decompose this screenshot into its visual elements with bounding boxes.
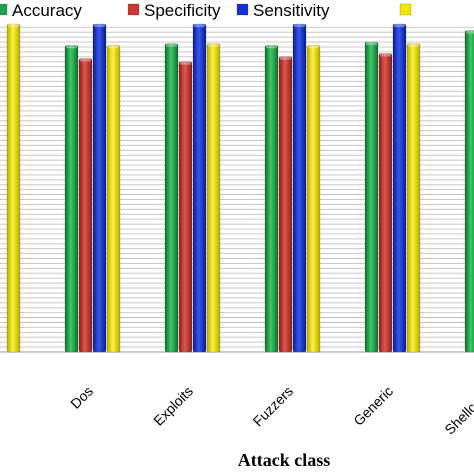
bar-specificity-exploits xyxy=(178,61,193,353)
legend-label: Sensitivity xyxy=(253,1,330,20)
bar-cap xyxy=(308,45,319,49)
bar-series-4-exploits xyxy=(206,43,221,353)
bar-cap xyxy=(294,24,305,27)
bar-cap xyxy=(66,45,77,49)
bar-specificity-fuzzers xyxy=(278,56,293,353)
bar-cap xyxy=(80,58,91,62)
bar-cap xyxy=(94,24,105,27)
bar-cap xyxy=(180,61,191,65)
legend-label: Accuracy xyxy=(12,1,82,20)
bar-cap xyxy=(408,43,419,47)
bar-sensitivity-generic xyxy=(392,23,407,353)
legend: Accuracy Specificity Sensitivity xyxy=(0,1,412,20)
bar-cap xyxy=(280,56,291,60)
bar-series-4-fuzzers xyxy=(306,45,321,353)
bar-accuracy-fuzzers xyxy=(264,45,279,353)
bar-accuracy-exploits xyxy=(164,43,179,353)
x-tick-label: Shellcode xyxy=(441,383,474,438)
bar-series-4-dos xyxy=(106,45,121,353)
bar-cap xyxy=(194,24,205,27)
bar-cap xyxy=(166,43,177,47)
x-tick-label: Exploits xyxy=(150,383,196,429)
bar-sensitivity-exploits xyxy=(192,23,207,353)
bar-sensitivity-dos xyxy=(92,23,107,353)
bar-accuracy-dos xyxy=(64,45,79,353)
bar-cap xyxy=(466,30,474,34)
x-tick-labels: Dos Exploits Fuzzers Generic Shellcode xyxy=(67,383,474,438)
bar-series-4-generic xyxy=(406,43,421,353)
bar-specificity-dos xyxy=(78,58,93,353)
legend-label: Specificity xyxy=(144,1,221,20)
legend-swatch xyxy=(399,3,412,16)
legend-swatch xyxy=(0,3,8,16)
bar-accuracy-generic xyxy=(364,41,379,353)
bar-accuracy-shellcode xyxy=(464,30,474,353)
x-tick-label: Dos xyxy=(67,383,96,412)
x-tick-label: Generic xyxy=(350,383,396,429)
bar-cap xyxy=(208,43,219,47)
bars xyxy=(6,23,474,353)
bar-cap xyxy=(394,24,405,27)
bar-cap xyxy=(8,24,19,27)
x-tick-label: Fuzzers xyxy=(250,383,297,430)
bar-cap xyxy=(266,45,277,49)
bar-cap xyxy=(380,53,391,57)
legend-swatch xyxy=(127,3,140,16)
bar-specificity-generic xyxy=(378,53,393,353)
legend-swatch xyxy=(236,3,249,16)
bar-sensitivity-fuzzers xyxy=(292,23,307,353)
bar-cap xyxy=(366,42,377,46)
x-axis-label: Attack class xyxy=(238,450,331,470)
bar-cap xyxy=(108,45,119,49)
bar-series-4 xyxy=(6,23,21,353)
